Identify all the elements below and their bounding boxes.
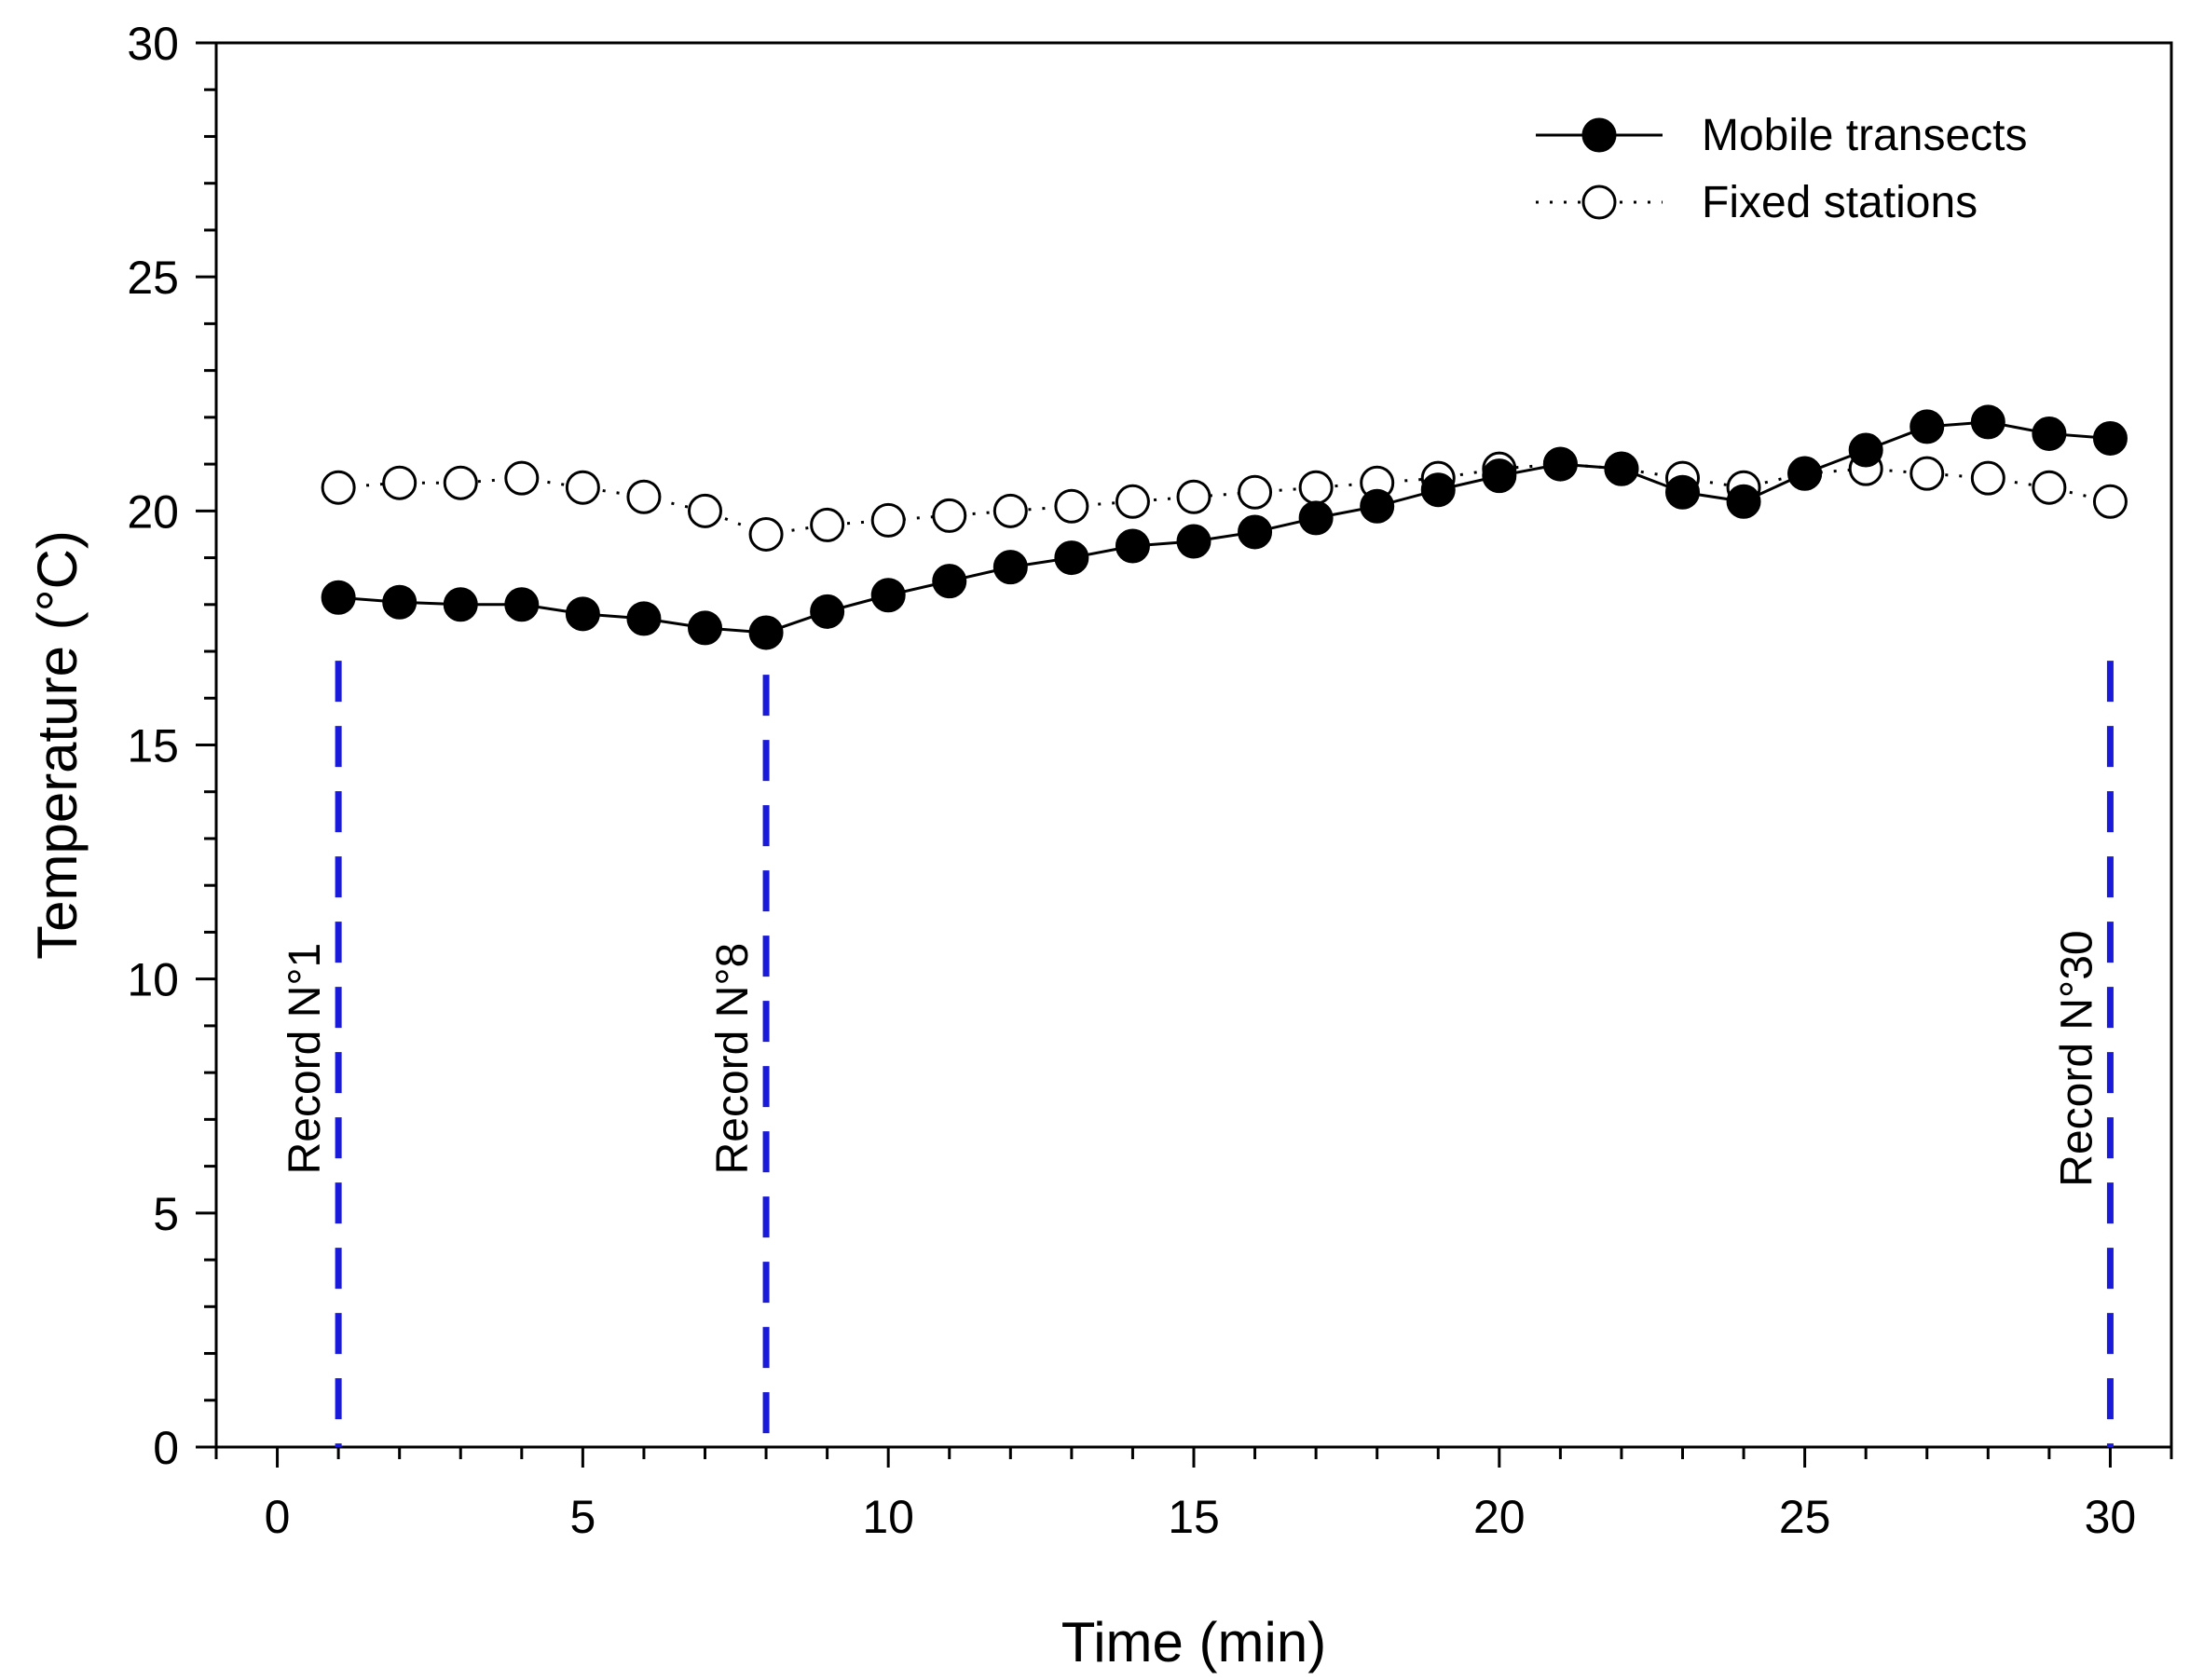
data-point [1970,460,2005,496]
y-axis-ticks: 0 5 10 15 20 25 30 [127,18,216,1474]
data-point [688,610,722,646]
data-point [1542,446,1578,482]
data-point [626,601,662,636]
x-tick-label: 5 [569,1491,595,1543]
data-point [2032,416,2067,451]
x-tick-label: 30 [2085,1491,2137,1543]
data-point [1970,404,2005,440]
data-point [688,493,722,528]
data-point [504,460,540,496]
data-point [1054,488,1089,524]
data-point [626,479,662,514]
y-tick-label: 25 [127,252,179,304]
data-point [2032,470,2067,505]
series-layer [321,404,2128,650]
data-point [382,465,417,500]
data-point [810,594,845,629]
y-tick-label: 15 [127,720,179,772]
data-point [504,587,540,622]
y-axis-title: Temperature (°C) [26,530,89,960]
record-annotation: Record N°1 [281,661,342,1447]
record-annotation: Record N°8 [708,675,770,1447]
data-point [1665,474,1700,510]
data-point [443,587,478,622]
data-point [1054,540,1089,576]
data-point [1420,472,1456,508]
y-tick-label: 10 [127,954,179,1006]
data-point [321,580,356,615]
data-point [992,493,1028,528]
legend-marker [1581,184,1617,220]
record-label: Record N°8 [708,943,758,1175]
record-annotation: Record N°30 [2052,661,2114,1447]
series-line [338,462,2111,536]
data-point [932,564,967,599]
y-tick-label: 30 [127,18,179,70]
record-annotations: Record N°1 Record N°8 Record N°30 [281,661,2114,1447]
data-point [1238,514,1273,550]
data-point [870,578,906,613]
data-point [748,615,784,650]
legend-item: Fixed stations [1536,178,1978,227]
legend-marker [1581,117,1617,153]
data-point [1848,432,1883,468]
axes: 0 5 10 15 20 25 30 0 5 10 15 20 25 30 [127,18,2173,1543]
data-point [565,596,600,632]
data-point [810,507,845,542]
data-point [1604,451,1639,486]
data-point [1787,456,1823,491]
data-point [1115,528,1150,564]
data-point [932,498,967,533]
data-point [1115,484,1150,519]
series-mobile-transects [321,404,2128,650]
y-tick-label: 0 [153,1422,179,1474]
x-tick-label: 15 [1168,1491,1220,1543]
plot-area-frame [214,41,2173,1449]
data-point [1909,409,1945,444]
y-tick-label: 20 [127,485,179,538]
x-tick-label: 10 [862,1491,914,1543]
x-tick-label: 0 [265,1491,291,1543]
record-label: Record N°1 [281,943,330,1175]
data-point [382,584,417,620]
x-axis-ticks: 0 5 10 15 20 25 30 [214,1447,2173,1543]
x-tick-label: 20 [1473,1491,1526,1543]
data-point [1909,456,1945,491]
series-line [338,420,2111,635]
data-point [1298,500,1334,536]
x-axis-title: Time (min) [1061,1611,1326,1673]
data-point [870,502,906,538]
data-point [2092,420,2128,456]
legend-item: Mobile transects [1536,111,2027,160]
legend-label: Fixed stations [1702,178,1978,227]
data-point [748,516,784,552]
data-point [321,470,356,505]
legend: Mobile transects Fixed stations [1536,111,2027,227]
data-point [443,465,478,500]
y-tick-label: 5 [153,1188,179,1240]
legend-label: Mobile transects [1702,111,2027,160]
x-tick-label: 25 [1779,1491,1831,1543]
data-point [1298,470,1334,505]
data-point [2092,484,2128,519]
data-point [1726,484,1761,519]
record-label: Record N°30 [2052,930,2101,1186]
data-point [1238,474,1273,510]
data-point [1176,479,1211,514]
data-point [992,550,1028,585]
data-point [565,470,600,505]
data-point [1176,524,1211,559]
data-point [1482,458,1517,494]
data-point [1360,488,1395,524]
